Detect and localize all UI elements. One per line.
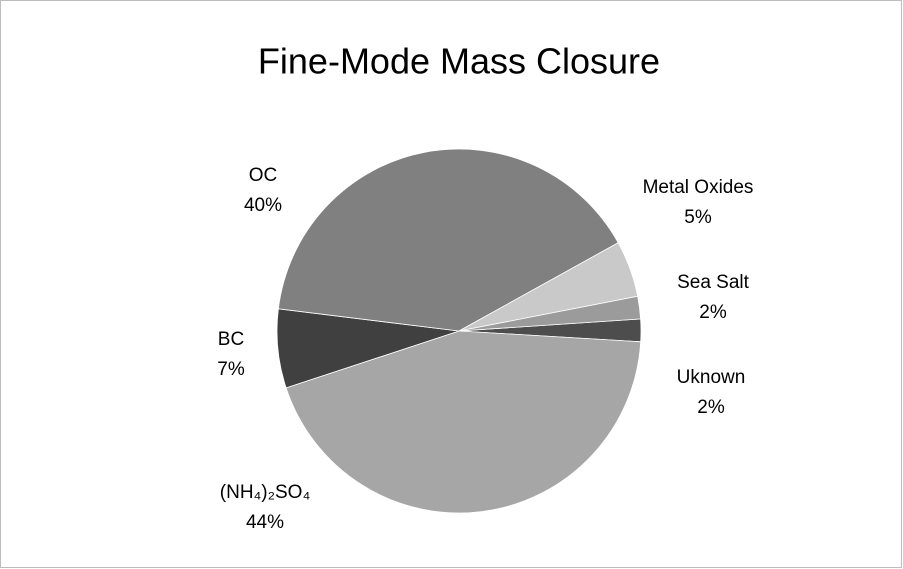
slice-label: Uknown — [677, 367, 746, 388]
slice-label: OC — [249, 165, 278, 186]
slice-value-label: 40% — [244, 195, 282, 216]
slice-label: Metal Oxides — [643, 177, 754, 198]
pie-slice — [277, 148, 619, 332]
pie-slice — [458, 295, 642, 332]
slice-label: Sea Salt — [677, 272, 750, 293]
slice-value-label: 2% — [699, 302, 727, 323]
slice-label: BC — [218, 329, 244, 350]
pie-slice — [285, 330, 642, 514]
slice-value-label: 5% — [684, 207, 712, 228]
slice-value-label: 7% — [217, 359, 245, 380]
slice-value-label: 44% — [246, 512, 284, 533]
slice-value-label: 2% — [697, 397, 725, 418]
chart-title: Fine-Mode Mass Closure — [258, 41, 660, 82]
slice-label: (NH₄)₂SO₄ — [220, 482, 311, 503]
